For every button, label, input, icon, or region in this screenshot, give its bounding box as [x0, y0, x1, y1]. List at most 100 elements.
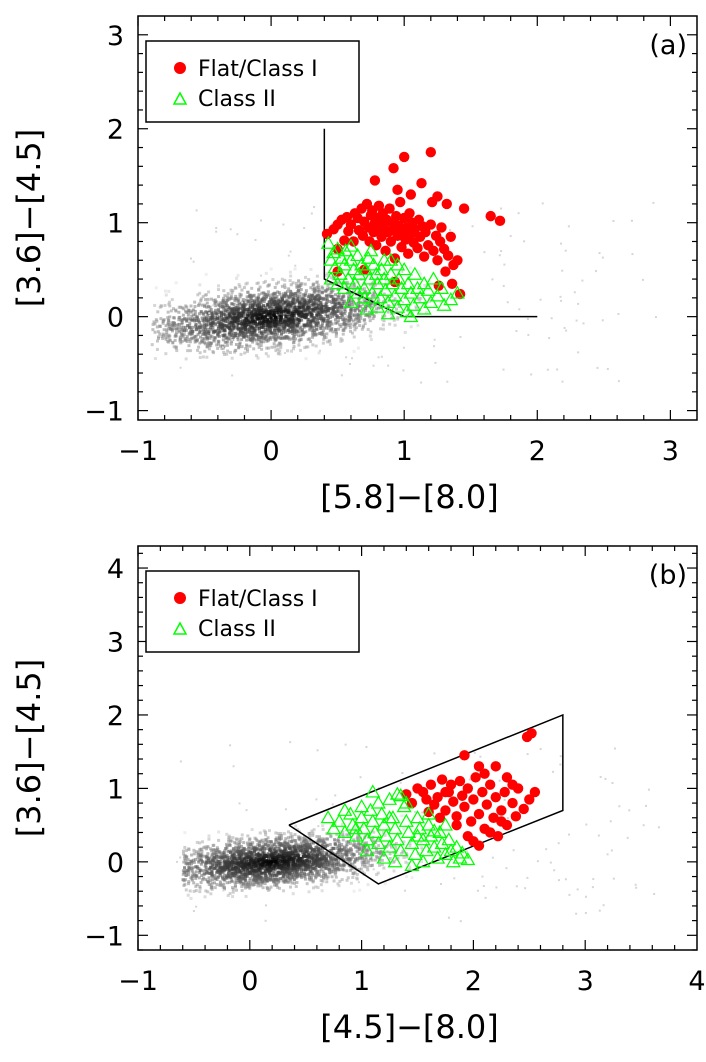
density-cell — [559, 295, 562, 298]
density-cell — [184, 848, 188, 852]
density-cell — [226, 316, 230, 320]
density-cell — [282, 317, 286, 321]
density-cell — [194, 876, 198, 880]
density-cell — [271, 324, 275, 328]
density-cell — [277, 291, 281, 295]
density-cell — [272, 872, 276, 876]
density-cell — [242, 841, 246, 845]
density-cell — [179, 366, 182, 369]
density-cell — [352, 841, 356, 845]
density-cell — [301, 839, 305, 843]
density-cell — [219, 319, 223, 323]
density-cell — [199, 326, 203, 330]
density-cell — [266, 339, 270, 343]
density-cell — [201, 840, 205, 844]
density-cell — [242, 314, 246, 318]
density-cell — [206, 323, 210, 327]
density-cell — [356, 346, 360, 350]
data-point-class-ii — [343, 252, 359, 266]
data-point-class-ii — [407, 266, 423, 280]
density-cell — [235, 874, 239, 878]
density-cell — [242, 322, 246, 326]
density-cell — [215, 333, 219, 337]
density-cell — [317, 872, 321, 876]
density-cell — [198, 330, 202, 334]
density-cell — [234, 841, 238, 845]
density-cell — [244, 860, 248, 864]
density-cell — [333, 305, 337, 309]
density-cell — [279, 337, 283, 341]
density-cell — [565, 329, 568, 332]
density-cell — [223, 849, 227, 853]
density-cell — [199, 310, 203, 314]
density-cell — [209, 297, 213, 301]
density-cell — [218, 860, 222, 864]
density-cell — [339, 339, 343, 343]
density-cell — [331, 277, 335, 281]
density-cell — [251, 311, 255, 315]
density-cell — [262, 321, 266, 325]
density-cell — [319, 867, 323, 871]
density-cell — [353, 307, 357, 311]
density-cell — [186, 349, 190, 353]
density-cell — [166, 318, 170, 322]
density-cell — [169, 327, 173, 331]
density-cell — [216, 327, 220, 331]
density-cell — [190, 318, 194, 322]
density-cell — [355, 321, 359, 325]
density-cell — [352, 324, 356, 328]
density-cell — [237, 301, 241, 305]
density-cell — [207, 876, 211, 880]
density-cell — [236, 846, 240, 850]
density-cell — [183, 317, 187, 321]
density-cell — [222, 328, 226, 332]
density-cell — [282, 850, 286, 854]
density-cell — [262, 300, 266, 304]
density-cell — [293, 833, 297, 837]
density-cell — [221, 344, 225, 348]
data-point-class-ii — [416, 301, 432, 315]
density-cell — [289, 862, 293, 866]
density-cell — [247, 881, 251, 885]
density-cell — [158, 324, 162, 328]
density-cell — [541, 202, 544, 205]
density-cell — [270, 307, 274, 311]
density-cell — [208, 322, 212, 326]
density-cell — [249, 310, 253, 314]
density-cell — [218, 344, 222, 348]
density-cell — [180, 331, 184, 335]
density-cell — [318, 295, 322, 299]
density-cell — [352, 889, 356, 893]
density-cell — [248, 877, 252, 881]
density-cell — [364, 299, 368, 303]
density-cell — [359, 867, 363, 871]
density-cell — [428, 297, 432, 301]
density-cell — [188, 331, 192, 335]
density-cell — [253, 316, 257, 320]
density-cell — [292, 295, 296, 299]
density-cell — [249, 331, 253, 335]
density-cell — [305, 308, 309, 312]
density-cell — [240, 837, 244, 841]
density-cell — [373, 294, 377, 298]
density-cell — [235, 847, 239, 851]
density-cell — [292, 302, 296, 306]
density-cell — [289, 283, 293, 287]
density-cell — [322, 875, 326, 879]
density-cell — [406, 861, 410, 865]
density-cell — [255, 324, 259, 328]
density-cell — [257, 345, 261, 349]
density-cell — [291, 309, 295, 313]
density-cell — [222, 852, 226, 856]
density-cell — [279, 831, 283, 835]
density-cell — [427, 300, 431, 304]
density-cell — [214, 848, 218, 852]
density-cell — [322, 337, 326, 341]
density-cell — [260, 866, 264, 870]
density-cell — [336, 867, 340, 871]
density-cell — [517, 212, 520, 215]
density-cell — [256, 298, 260, 302]
density-cell — [187, 324, 191, 328]
density-cell — [211, 321, 215, 325]
density-cell — [170, 298, 174, 302]
